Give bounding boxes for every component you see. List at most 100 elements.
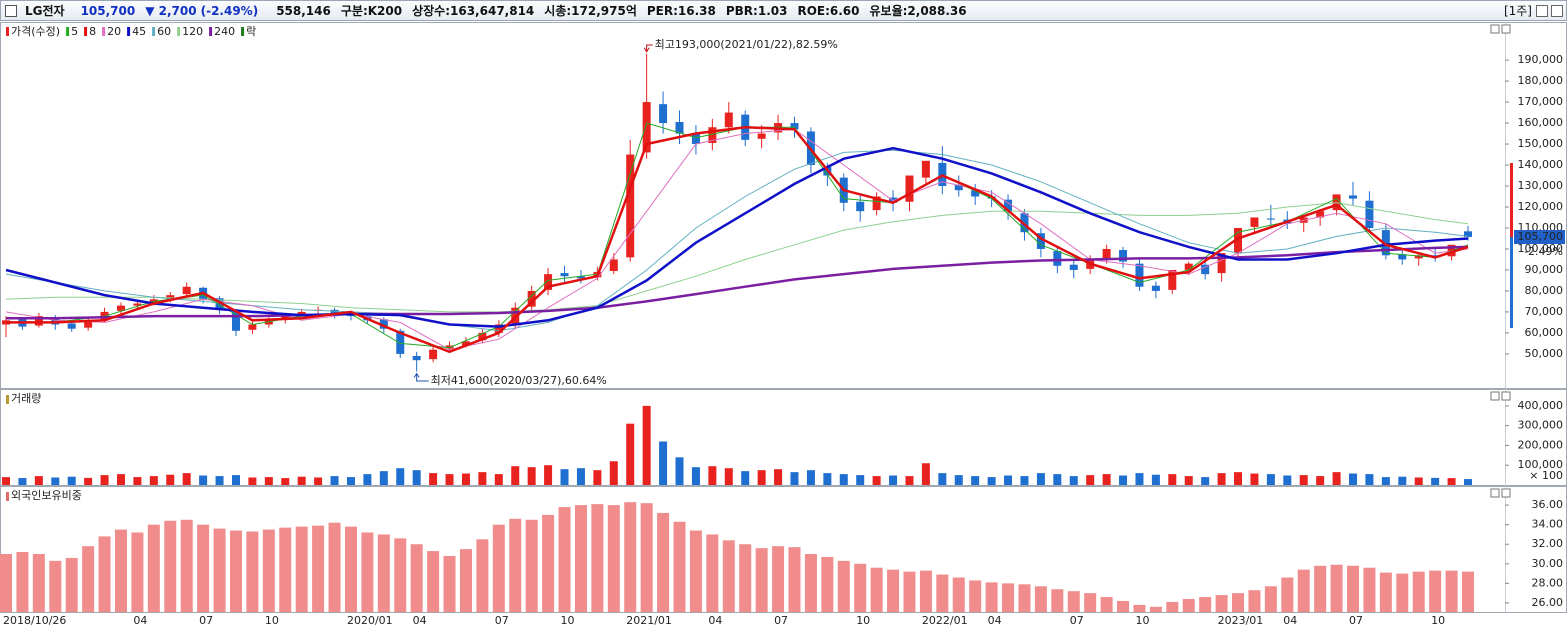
volume-bar (1102, 474, 1111, 485)
foreign-ratio-bar (295, 526, 308, 612)
foreign-ratio-bar (1429, 570, 1442, 612)
panel-button[interactable] (1501, 391, 1511, 401)
candle-body (609, 259, 618, 272)
candle-body (576, 276, 585, 279)
foreign-ratio-bar (624, 502, 637, 612)
annotation-arrow (413, 372, 429, 382)
foreign-ratio-bar (49, 560, 62, 612)
candle-body (1332, 194, 1341, 211)
volume-bar (215, 476, 224, 485)
volume-bar (1250, 473, 1259, 485)
legend-swatch (152, 27, 156, 36)
volume-bar (1398, 476, 1407, 485)
candle-body (461, 341, 470, 346)
legend-swatch (177, 27, 181, 36)
volume-bar (1184, 476, 1193, 485)
foreign-ratio-bar (394, 538, 407, 612)
volume-bar (330, 476, 339, 485)
foreign-ratio-bar (1232, 593, 1245, 612)
volume-bar (675, 457, 684, 485)
change: ▼ 2,700 (145, 3, 197, 18)
panel-button[interactable] (1501, 24, 1511, 34)
candle-body (1151, 285, 1160, 291)
panel-button[interactable] (1490, 488, 1500, 498)
field: PER:16.38 (646, 3, 716, 18)
volume-bar (248, 477, 257, 485)
candle-body (708, 127, 717, 143)
volume-bar (149, 476, 158, 485)
foreign-ratio-bar (739, 544, 752, 612)
panel-button[interactable] (1501, 488, 1511, 498)
volume-bar (659, 441, 668, 485)
price: 105,700 (80, 3, 136, 18)
legend-swatch (6, 492, 9, 501)
foreign-ratio-bar (1445, 570, 1458, 612)
period-button[interactable]: [1주] (1503, 4, 1532, 18)
foreign-ratio-bar (312, 525, 325, 612)
candle-body (544, 274, 553, 290)
panel-button[interactable] (1490, 391, 1500, 401)
candle-body (494, 324, 503, 333)
y-tick-label: 50,000 (1525, 347, 1564, 360)
volume-bar (314, 477, 323, 485)
candle-body (84, 320, 93, 328)
candle-body (1349, 195, 1358, 199)
candle-body (116, 305, 125, 311)
candle-body (1447, 244, 1456, 257)
x-tick-label: 07 (199, 614, 213, 627)
x-tick-label: 04 (413, 614, 427, 627)
candle-body (642, 102, 651, 153)
candle-body (478, 332, 487, 341)
volume-bar (1004, 475, 1013, 485)
legend-label: 락 (246, 25, 256, 38)
foreign-ratio-bar (772, 546, 785, 612)
foreign-ratio-bar (32, 554, 45, 612)
candle-body (691, 133, 700, 145)
candle-body (954, 184, 963, 191)
candle-body (872, 196, 881, 211)
foreign-ratio-bar (509, 518, 522, 612)
legend-label: 외국인보유비중 (11, 489, 82, 502)
y-tick-label: 32.00 (1532, 537, 1564, 550)
x-tick-label: 07 (495, 614, 509, 627)
volume-bar (429, 473, 438, 485)
annotation: 최고193,000(2021/01/22),82.59% (655, 38, 838, 51)
foreign-ratio-bar (657, 512, 670, 612)
volume-bar (708, 466, 717, 485)
range-indicator-down (1510, 237, 1513, 328)
restore-button[interactable] (1536, 4, 1548, 17)
panel-button[interactable] (1490, 24, 1500, 34)
foreign-ratio-bar (1100, 597, 1113, 612)
field: 시총:172,975억 (544, 4, 637, 18)
candle-body (133, 303, 142, 306)
candle-body (1398, 254, 1407, 260)
candle-body (971, 190, 980, 197)
volume-bar (494, 474, 503, 485)
checkbox[interactable] (5, 4, 17, 17)
price-tag (1514, 230, 1565, 245)
foreign-ratio-bar (476, 539, 489, 612)
foreign-ratio-bar (722, 540, 735, 612)
volume-bar (872, 476, 881, 485)
volume-bar (461, 473, 470, 485)
foreign-ratio-bar (1199, 597, 1212, 612)
candle-body (248, 324, 257, 330)
field: 유보율:2,088.36 (869, 4, 967, 18)
x-axis-area (0, 613, 1567, 630)
candle-body (1217, 253, 1226, 274)
volume-bar (231, 475, 240, 485)
legend-swatch (209, 27, 213, 36)
foreign-ratio-bar (788, 547, 801, 612)
foreign-ratio-bar (180, 519, 193, 612)
foreign-ratio-bar (65, 557, 78, 612)
volume-bar (1431, 477, 1440, 485)
foreign-ratio-bar (1002, 583, 1015, 612)
foreign-ratio-bar (147, 524, 160, 612)
candle-body (1201, 264, 1210, 275)
volume-bar (34, 476, 43, 485)
y-tick-label: 60,000 (1525, 326, 1564, 339)
volume-bar (281, 478, 290, 485)
y-tick-label: 80,000 (1525, 284, 1564, 297)
close-button[interactable] (1551, 4, 1563, 17)
foreign-ratio-bar (262, 529, 275, 612)
